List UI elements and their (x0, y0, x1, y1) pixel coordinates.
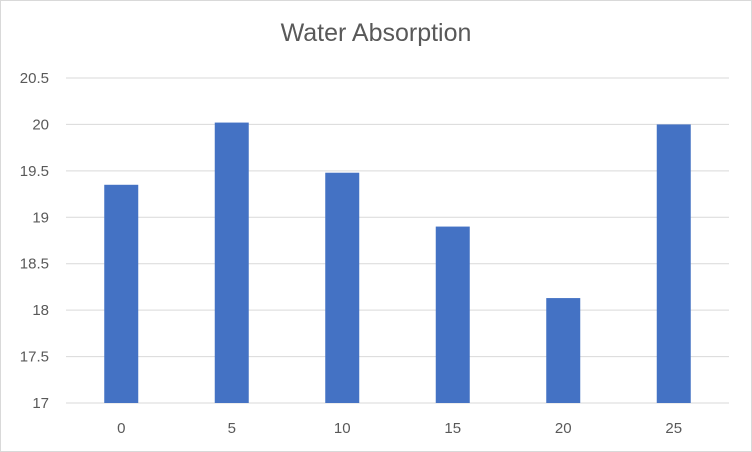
chart-title: Water Absorption (280, 19, 472, 47)
bar (546, 298, 581, 403)
y-tick-label: 17.5 (20, 349, 49, 366)
y-tick-label: 18 (32, 302, 49, 319)
x-tick-label: 20 (555, 420, 572, 437)
bar (104, 184, 139, 403)
x-tick-label: 10 (334, 420, 351, 437)
x-tick-label: 0 (117, 420, 125, 437)
bar (656, 124, 691, 403)
bar (325, 172, 360, 403)
y-tick-label: 17 (32, 395, 49, 412)
x-tick-label: 15 (444, 420, 461, 437)
bar (435, 226, 470, 403)
x-tick-label: 5 (228, 420, 236, 437)
y-tick-label: 20.5 (20, 70, 49, 87)
y-tick-label: 19.5 (20, 163, 49, 180)
bar (214, 122, 249, 404)
y-tick-label: 20 (32, 116, 49, 133)
y-tick-label: 18.5 (20, 256, 49, 273)
y-tick-label: 19 (32, 209, 49, 226)
x-tick-label: 25 (665, 420, 682, 437)
